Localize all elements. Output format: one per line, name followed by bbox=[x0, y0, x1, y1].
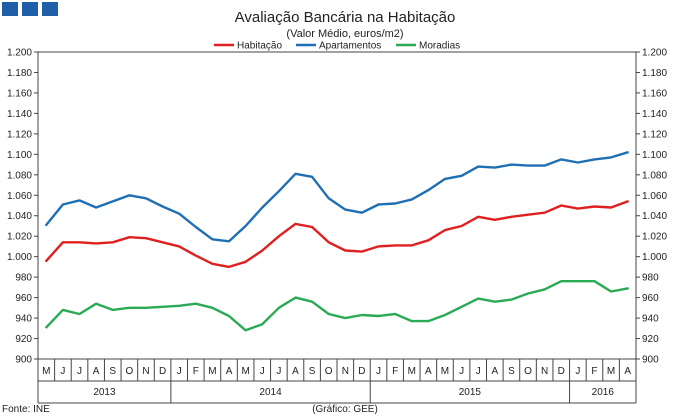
month-label: A bbox=[491, 366, 498, 377]
y-tick-label-left: 1.200 bbox=[7, 48, 32, 59]
y-tick-label-right: 1.140 bbox=[642, 109, 667, 120]
month-label: D bbox=[358, 366, 365, 377]
month-label: N bbox=[342, 366, 349, 377]
month-label: N bbox=[142, 366, 149, 377]
y-tick-label-left: 1.040 bbox=[7, 211, 32, 222]
y-tick-label-left: 1.180 bbox=[7, 68, 32, 79]
y-tick-label-left: 1.000 bbox=[7, 252, 32, 263]
y-tick-label-right: 1.200 bbox=[642, 48, 667, 59]
source-label: Fonte: INE bbox=[2, 404, 50, 415]
y-tick-label-left: 900 bbox=[15, 355, 32, 366]
month-label: N bbox=[541, 366, 548, 377]
month-label: A bbox=[624, 366, 631, 377]
y-tick-label-left: 920 bbox=[15, 334, 32, 345]
y-tick-label-right: 1.160 bbox=[642, 88, 667, 99]
y-tick-label-right: 960 bbox=[642, 293, 659, 304]
y-tick-label-right: 1.020 bbox=[642, 232, 667, 243]
y-tick-label-left: 940 bbox=[15, 314, 32, 325]
y-tick-label-left: 980 bbox=[15, 273, 32, 284]
x-axis: M J J A S O N D J F M A M J J A S O N D J F M A M J J A S O N D J F M A2013… bbox=[37, 359, 637, 404]
month-label: O bbox=[325, 366, 333, 377]
logo-square bbox=[42, 2, 58, 16]
y-tick-label-left: 960 bbox=[15, 293, 32, 304]
month-label: M bbox=[208, 366, 216, 377]
month-label: F bbox=[591, 366, 597, 377]
y-tick-label-right: 1.100 bbox=[642, 150, 667, 161]
y-tick-label-right: 1.120 bbox=[642, 129, 667, 140]
chart-subtitle: (Valor Médio, euros/m2) bbox=[286, 28, 403, 40]
legend: Habitação Apartamentos Moradias bbox=[214, 41, 460, 52]
y-tick-label-right: 1.080 bbox=[642, 170, 667, 181]
y-axis: 900 900 920 920 940 940 960 960 980 980 1.000 1.000… bbox=[7, 48, 667, 366]
y-tick-label-left: 1.060 bbox=[7, 191, 32, 202]
legend-label: Moradias bbox=[419, 41, 460, 52]
y-tick-label-right: 920 bbox=[642, 334, 659, 345]
logo-squares bbox=[2, 2, 58, 16]
credit-label: (Gráfico: GEE) bbox=[312, 404, 378, 415]
y-tick-label-left: 1.020 bbox=[7, 232, 32, 243]
month-label: M bbox=[241, 366, 249, 377]
legend-label: Habitação bbox=[237, 41, 282, 52]
month-label: J bbox=[276, 366, 281, 377]
month-label: F bbox=[193, 366, 199, 377]
month-label: J bbox=[376, 366, 381, 377]
month-label: M bbox=[441, 366, 449, 377]
month-label: J bbox=[60, 366, 65, 377]
chart-title: Avaliação Bancária na Habitação bbox=[235, 9, 456, 26]
month-label: S bbox=[109, 366, 116, 377]
month-label: J bbox=[459, 366, 464, 377]
month-label: J bbox=[77, 366, 82, 377]
year-label: 2015 bbox=[459, 387, 482, 398]
month-label: J bbox=[260, 366, 265, 377]
y-tick-label-right: 900 bbox=[642, 355, 659, 366]
month-label: M bbox=[408, 366, 416, 377]
plot-frame bbox=[37, 51, 637, 360]
y-tick-label-right: 1.180 bbox=[642, 68, 667, 79]
month-label: J bbox=[575, 366, 580, 377]
logo-square bbox=[22, 2, 38, 16]
month-label: J bbox=[177, 366, 182, 377]
month-label: M bbox=[607, 366, 615, 377]
month-label: O bbox=[125, 366, 133, 377]
y-tick-label-right: 1.000 bbox=[642, 252, 667, 263]
series-line-habitação bbox=[45, 200, 629, 269]
month-label: S bbox=[508, 366, 515, 377]
logo-square bbox=[2, 2, 18, 16]
y-tick-label-left: 1.120 bbox=[7, 129, 32, 140]
year-label: 2013 bbox=[93, 387, 116, 398]
series-line-moradias bbox=[45, 280, 629, 332]
month-label: D bbox=[558, 366, 565, 377]
month-label: A bbox=[226, 366, 233, 377]
month-label: A bbox=[93, 366, 100, 377]
y-tick-label-left: 1.100 bbox=[7, 150, 32, 161]
y-tick-label-left: 1.080 bbox=[7, 170, 32, 181]
month-label: O bbox=[524, 366, 532, 377]
y-tick-label-right: 980 bbox=[642, 273, 659, 284]
month-label: S bbox=[309, 366, 316, 377]
month-label: A bbox=[425, 366, 432, 377]
legend-label: Apartamentos bbox=[319, 41, 381, 52]
y-tick-label-right: 1.060 bbox=[642, 191, 667, 202]
month-label: A bbox=[292, 366, 299, 377]
y-tick-label-left: 1.160 bbox=[7, 88, 32, 99]
month-label: J bbox=[476, 366, 481, 377]
series-lines bbox=[45, 151, 629, 332]
year-label: 2014 bbox=[259, 387, 282, 398]
y-tick-label-right: 1.040 bbox=[642, 211, 667, 222]
y-tick-label-right: 940 bbox=[642, 314, 659, 325]
month-label: F bbox=[392, 366, 398, 377]
series-line-apartamentos bbox=[45, 151, 629, 243]
year-label: 2016 bbox=[592, 387, 615, 398]
month-label: M bbox=[42, 366, 50, 377]
month-label: D bbox=[159, 366, 166, 377]
y-tick-label-left: 1.140 bbox=[7, 109, 32, 120]
